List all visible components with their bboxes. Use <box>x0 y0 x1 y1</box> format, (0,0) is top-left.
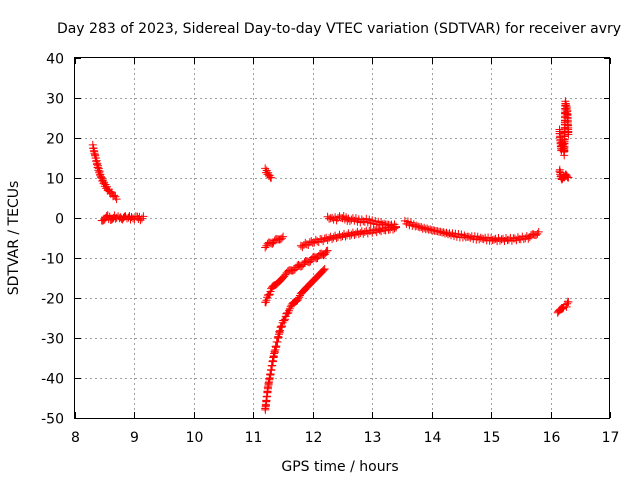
data-point <box>564 173 573 182</box>
series-short-spike <box>261 164 276 182</box>
data-point <box>265 291 274 300</box>
y-tick-label: -20 <box>41 292 64 308</box>
data-point <box>277 234 286 243</box>
x-axis-label: GPS time / hours <box>281 459 398 475</box>
data-point <box>280 316 289 325</box>
grid <box>75 58 610 418</box>
x-tick-label: 8 <box>71 430 80 446</box>
data-point <box>261 164 270 173</box>
data-point <box>139 212 148 221</box>
data-point <box>318 267 327 276</box>
series-late-cluster-low <box>553 297 573 317</box>
y-axis-label: SDTVAR / TECUs <box>6 181 22 296</box>
series-morning-baseline <box>97 211 148 225</box>
data-point <box>107 215 116 224</box>
chart-title: Day 283 of 2023, Sidereal Day-to-day VTE… <box>57 21 621 37</box>
series-morning-decay <box>88 140 121 204</box>
y-tick-label: -30 <box>41 332 64 348</box>
x-tick-label: 15 <box>483 430 501 446</box>
series-noon-plateau <box>323 212 400 232</box>
x-tick-label: 17 <box>602 430 620 446</box>
plot-frame <box>74 57 610 419</box>
data-point <box>285 306 293 315</box>
x-tick-label: 13 <box>364 430 382 446</box>
y-tick-label: -50 <box>41 412 64 428</box>
data-point <box>285 304 294 313</box>
series-short-rise <box>261 232 288 252</box>
data-point <box>267 173 276 182</box>
y-tick-label: 40 <box>46 52 64 68</box>
y-tick-label: 10 <box>46 172 64 188</box>
data-points <box>88 97 573 414</box>
series-late-cluster-upper <box>555 97 573 160</box>
series-late-cluster-mid <box>555 165 573 184</box>
series-afternoon <box>400 216 543 246</box>
data-point <box>319 266 328 274</box>
series-middle-recovery <box>261 246 332 307</box>
data-point <box>564 298 573 306</box>
data-point <box>392 223 400 232</box>
data-point <box>294 294 303 303</box>
data-point <box>261 298 270 307</box>
data-point <box>562 172 571 180</box>
x-tick-label: 12 <box>305 430 323 446</box>
data-point <box>295 293 304 302</box>
x-tick-label: 16 <box>543 430 561 446</box>
data-point <box>103 211 112 220</box>
x-tick-label: 10 <box>186 430 204 446</box>
ticks: 8 9 10 11 12 13 14 15 16 17 -50 -40 -30 -20 -10 0 10 20 30… <box>41 52 619 447</box>
y-tick-label: 0 <box>55 212 64 228</box>
x-tick-label: 14 <box>424 430 442 446</box>
y-tick-label: 30 <box>46 92 64 108</box>
x-tick-label: 9 <box>130 430 139 446</box>
data-point <box>562 302 571 311</box>
y-tick-label: -10 <box>41 252 64 268</box>
data-point <box>320 265 329 273</box>
x-tick-label: 11 <box>245 430 263 446</box>
data-point <box>279 232 288 241</box>
y-tick-label: -40 <box>41 372 64 388</box>
data-point <box>563 299 572 308</box>
y-tick-label: 20 <box>46 132 64 148</box>
data-point <box>533 229 542 238</box>
data-point <box>112 195 121 204</box>
series-lower-recovery <box>261 265 329 414</box>
data-point <box>323 246 332 255</box>
data-point <box>321 248 330 257</box>
data-point <box>564 130 573 139</box>
data-point <box>534 227 543 236</box>
series-upper-recovery <box>296 222 400 252</box>
data-point <box>298 243 307 252</box>
